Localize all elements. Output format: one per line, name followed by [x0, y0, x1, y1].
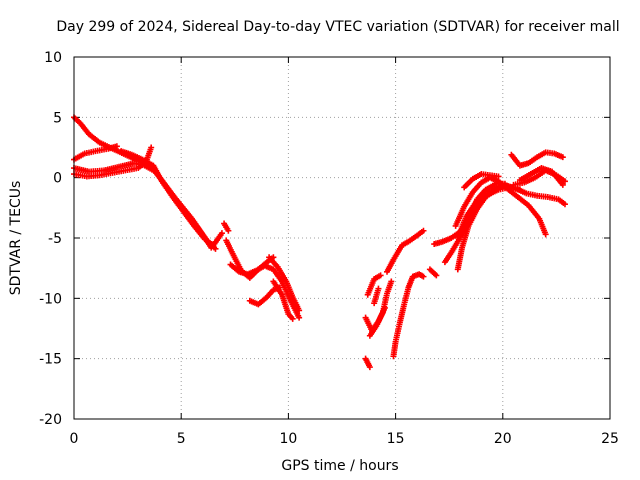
x-tick-label: 0: [70, 431, 79, 447]
x-tick-label: 10: [279, 431, 297, 447]
data-series-arc-17: [384, 227, 427, 275]
data-series-arc-24: [454, 181, 506, 273]
data-points: [71, 114, 568, 371]
data-series-arc-25: [461, 171, 502, 191]
data-series-arc-5: [118, 148, 225, 249]
data-point: [377, 272, 384, 279]
y-tick-label: -5: [48, 231, 62, 247]
data-point: [495, 173, 502, 180]
y-tick-labels: 10 5 0 -5 -10 -15 -20: [39, 50, 62, 428]
data-series-arc-10: [266, 254, 303, 314]
data-series-arc-11: [270, 278, 296, 322]
data-point: [148, 144, 155, 151]
data-point: [296, 307, 303, 314]
data-series-arc-26: [501, 181, 568, 208]
data-series-arc-29: [516, 165, 566, 188]
data-point: [388, 278, 395, 285]
data-point: [113, 143, 120, 150]
data-point: [366, 364, 373, 371]
data-series-arc-14: [364, 272, 384, 298]
plot-frame: [73, 56, 611, 420]
data-point: [542, 231, 549, 238]
data-point: [561, 201, 568, 208]
data-series-arc-12: [362, 355, 373, 371]
data-point: [225, 227, 232, 234]
data-point: [296, 314, 303, 321]
y-tick-label: -15: [39, 352, 62, 368]
data-point: [559, 181, 566, 188]
y-tick-label: -10: [39, 291, 62, 307]
data-point: [212, 245, 219, 252]
data-series-arc-18: [390, 271, 427, 360]
y-tick-label: 10: [44, 50, 62, 66]
data-point: [433, 272, 440, 279]
data-series-arc-16: [371, 285, 382, 307]
x-tick-label: 5: [177, 431, 186, 447]
data-point: [559, 154, 566, 161]
data-point: [218, 230, 225, 237]
data-series-arc-19: [426, 266, 440, 279]
data-point: [420, 227, 427, 234]
data-point: [375, 285, 382, 292]
y-tick-label: 5: [53, 110, 62, 126]
chart-title: Day 299 of 2024, Sidereal Day-to-day VTE…: [56, 19, 619, 35]
y-tick-label: 0: [53, 171, 62, 187]
y-axis-label: SDTVAR / TECUs: [8, 181, 24, 296]
y-tick-label: -20: [39, 412, 62, 428]
data-series-arc-27: [508, 149, 566, 169]
x-tick-label: 25: [601, 431, 619, 447]
x-tick-label: 15: [387, 431, 405, 447]
x-axis-label: GPS time / hours: [281, 458, 398, 474]
data-series-arc-15: [366, 278, 395, 339]
gridlines: [74, 57, 610, 419]
data-series-arc-6: [221, 220, 232, 234]
data-point: [289, 315, 296, 322]
x-tick-label: 20: [494, 431, 512, 447]
x-tick-labels: 0 5 10 15 20 25: [70, 431, 619, 447]
data-point: [420, 273, 427, 280]
